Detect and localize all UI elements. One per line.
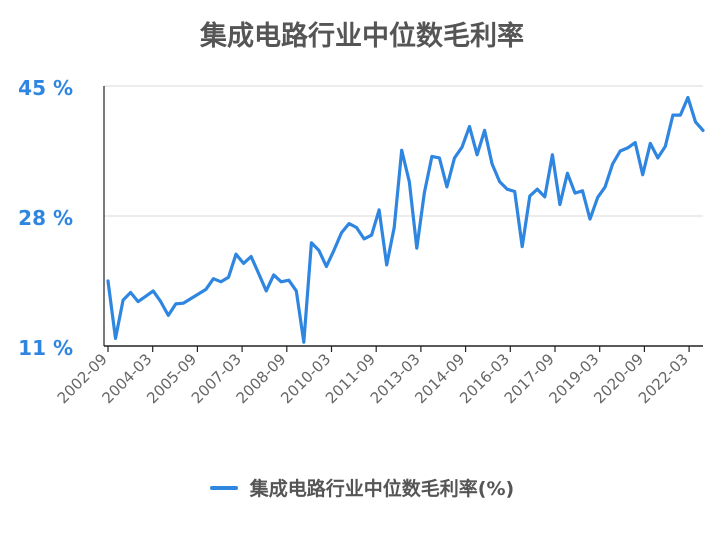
data-point (385, 263, 388, 267)
data-point (287, 279, 290, 282)
data-point (528, 194, 531, 198)
data-point (129, 291, 132, 294)
data-point (603, 185, 607, 189)
data-point (453, 156, 456, 160)
data-point (234, 253, 238, 256)
data-point (362, 237, 366, 241)
data-point (189, 297, 193, 300)
data-point (377, 208, 381, 212)
x-axis-tick-labels: 2002-092004-032005-092007-032008-092010-… (54, 350, 692, 407)
data-point (121, 298, 125, 302)
grid-lines (104, 85, 703, 217)
y-tick-label: 45 % (18, 76, 73, 100)
data-point (505, 188, 509, 191)
data-point (182, 301, 185, 305)
data-point (114, 337, 117, 340)
data-point (242, 262, 245, 265)
data-point (641, 173, 644, 176)
chart-title: 集成电路行业中位数毛利率 (200, 21, 524, 52)
data-point (151, 289, 155, 293)
series-layer (106, 95, 705, 344)
data-point (340, 231, 343, 235)
data-point (626, 146, 629, 150)
data-point (219, 280, 223, 283)
data-point (106, 279, 110, 283)
data-point (355, 226, 358, 229)
data-point (536, 188, 539, 191)
data-point (144, 295, 147, 298)
data-point (573, 191, 577, 195)
data-point (483, 129, 486, 132)
data-point (167, 314, 170, 317)
chart-legend: 集成电路行业中位数毛利率(%) (0, 474, 724, 501)
data-point (197, 292, 200, 296)
data-point (649, 142, 652, 145)
data-point (686, 96, 690, 99)
data-point (249, 255, 253, 258)
data-point (400, 149, 403, 152)
data-point (310, 241, 313, 244)
data-point (498, 180, 501, 183)
data-point (701, 129, 705, 132)
data-point (445, 185, 449, 189)
y-axis-tick-labels: 11 % 28 % 45 % (18, 76, 73, 360)
data-point (543, 195, 547, 199)
legend-label: 集成电路行业中位数毛利率(%) (249, 478, 515, 500)
data-point (212, 277, 215, 280)
data-point (295, 289, 298, 293)
data-point (618, 149, 622, 153)
data-point (332, 249, 336, 252)
data-point (317, 249, 321, 252)
data-point (136, 300, 140, 303)
data-point (656, 156, 660, 160)
data-point (588, 217, 592, 221)
data-point (347, 222, 351, 225)
data-point (490, 162, 494, 166)
data-point (468, 125, 471, 128)
data-point (664, 145, 667, 148)
data-point (325, 265, 328, 268)
data-point (264, 289, 268, 293)
data-point (430, 155, 434, 158)
data-point (596, 196, 599, 199)
data-point (581, 189, 584, 192)
data-point (257, 272, 260, 275)
data-point (227, 275, 230, 279)
data-point (475, 153, 479, 157)
data-point (204, 288, 208, 291)
series-line (106, 95, 705, 344)
data-point (159, 300, 162, 303)
x-tick-label: 2022-03 (635, 350, 692, 407)
data-point (272, 273, 275, 277)
x-axis (103, 86, 703, 352)
data-point (438, 156, 441, 160)
data-point (174, 302, 177, 306)
data-point (302, 340, 306, 344)
data-point (460, 145, 464, 149)
data-point (551, 153, 554, 157)
data-point (634, 141, 637, 144)
data-point (423, 191, 426, 195)
data-point (566, 171, 569, 175)
data-point (558, 203, 562, 206)
legend-swatch (209, 485, 238, 490)
data-point (280, 280, 283, 283)
y-tick-label: 11 % (18, 336, 73, 360)
data-point (513, 190, 516, 193)
data-point (611, 162, 614, 166)
data-point (370, 233, 373, 237)
data-point (521, 245, 524, 248)
data-point (393, 226, 396, 229)
data-point (671, 113, 675, 117)
y-tick-label: 28 % (18, 206, 73, 230)
data-point (694, 120, 697, 124)
data-point (679, 113, 682, 117)
data-point (408, 180, 411, 183)
data-point (415, 246, 418, 250)
